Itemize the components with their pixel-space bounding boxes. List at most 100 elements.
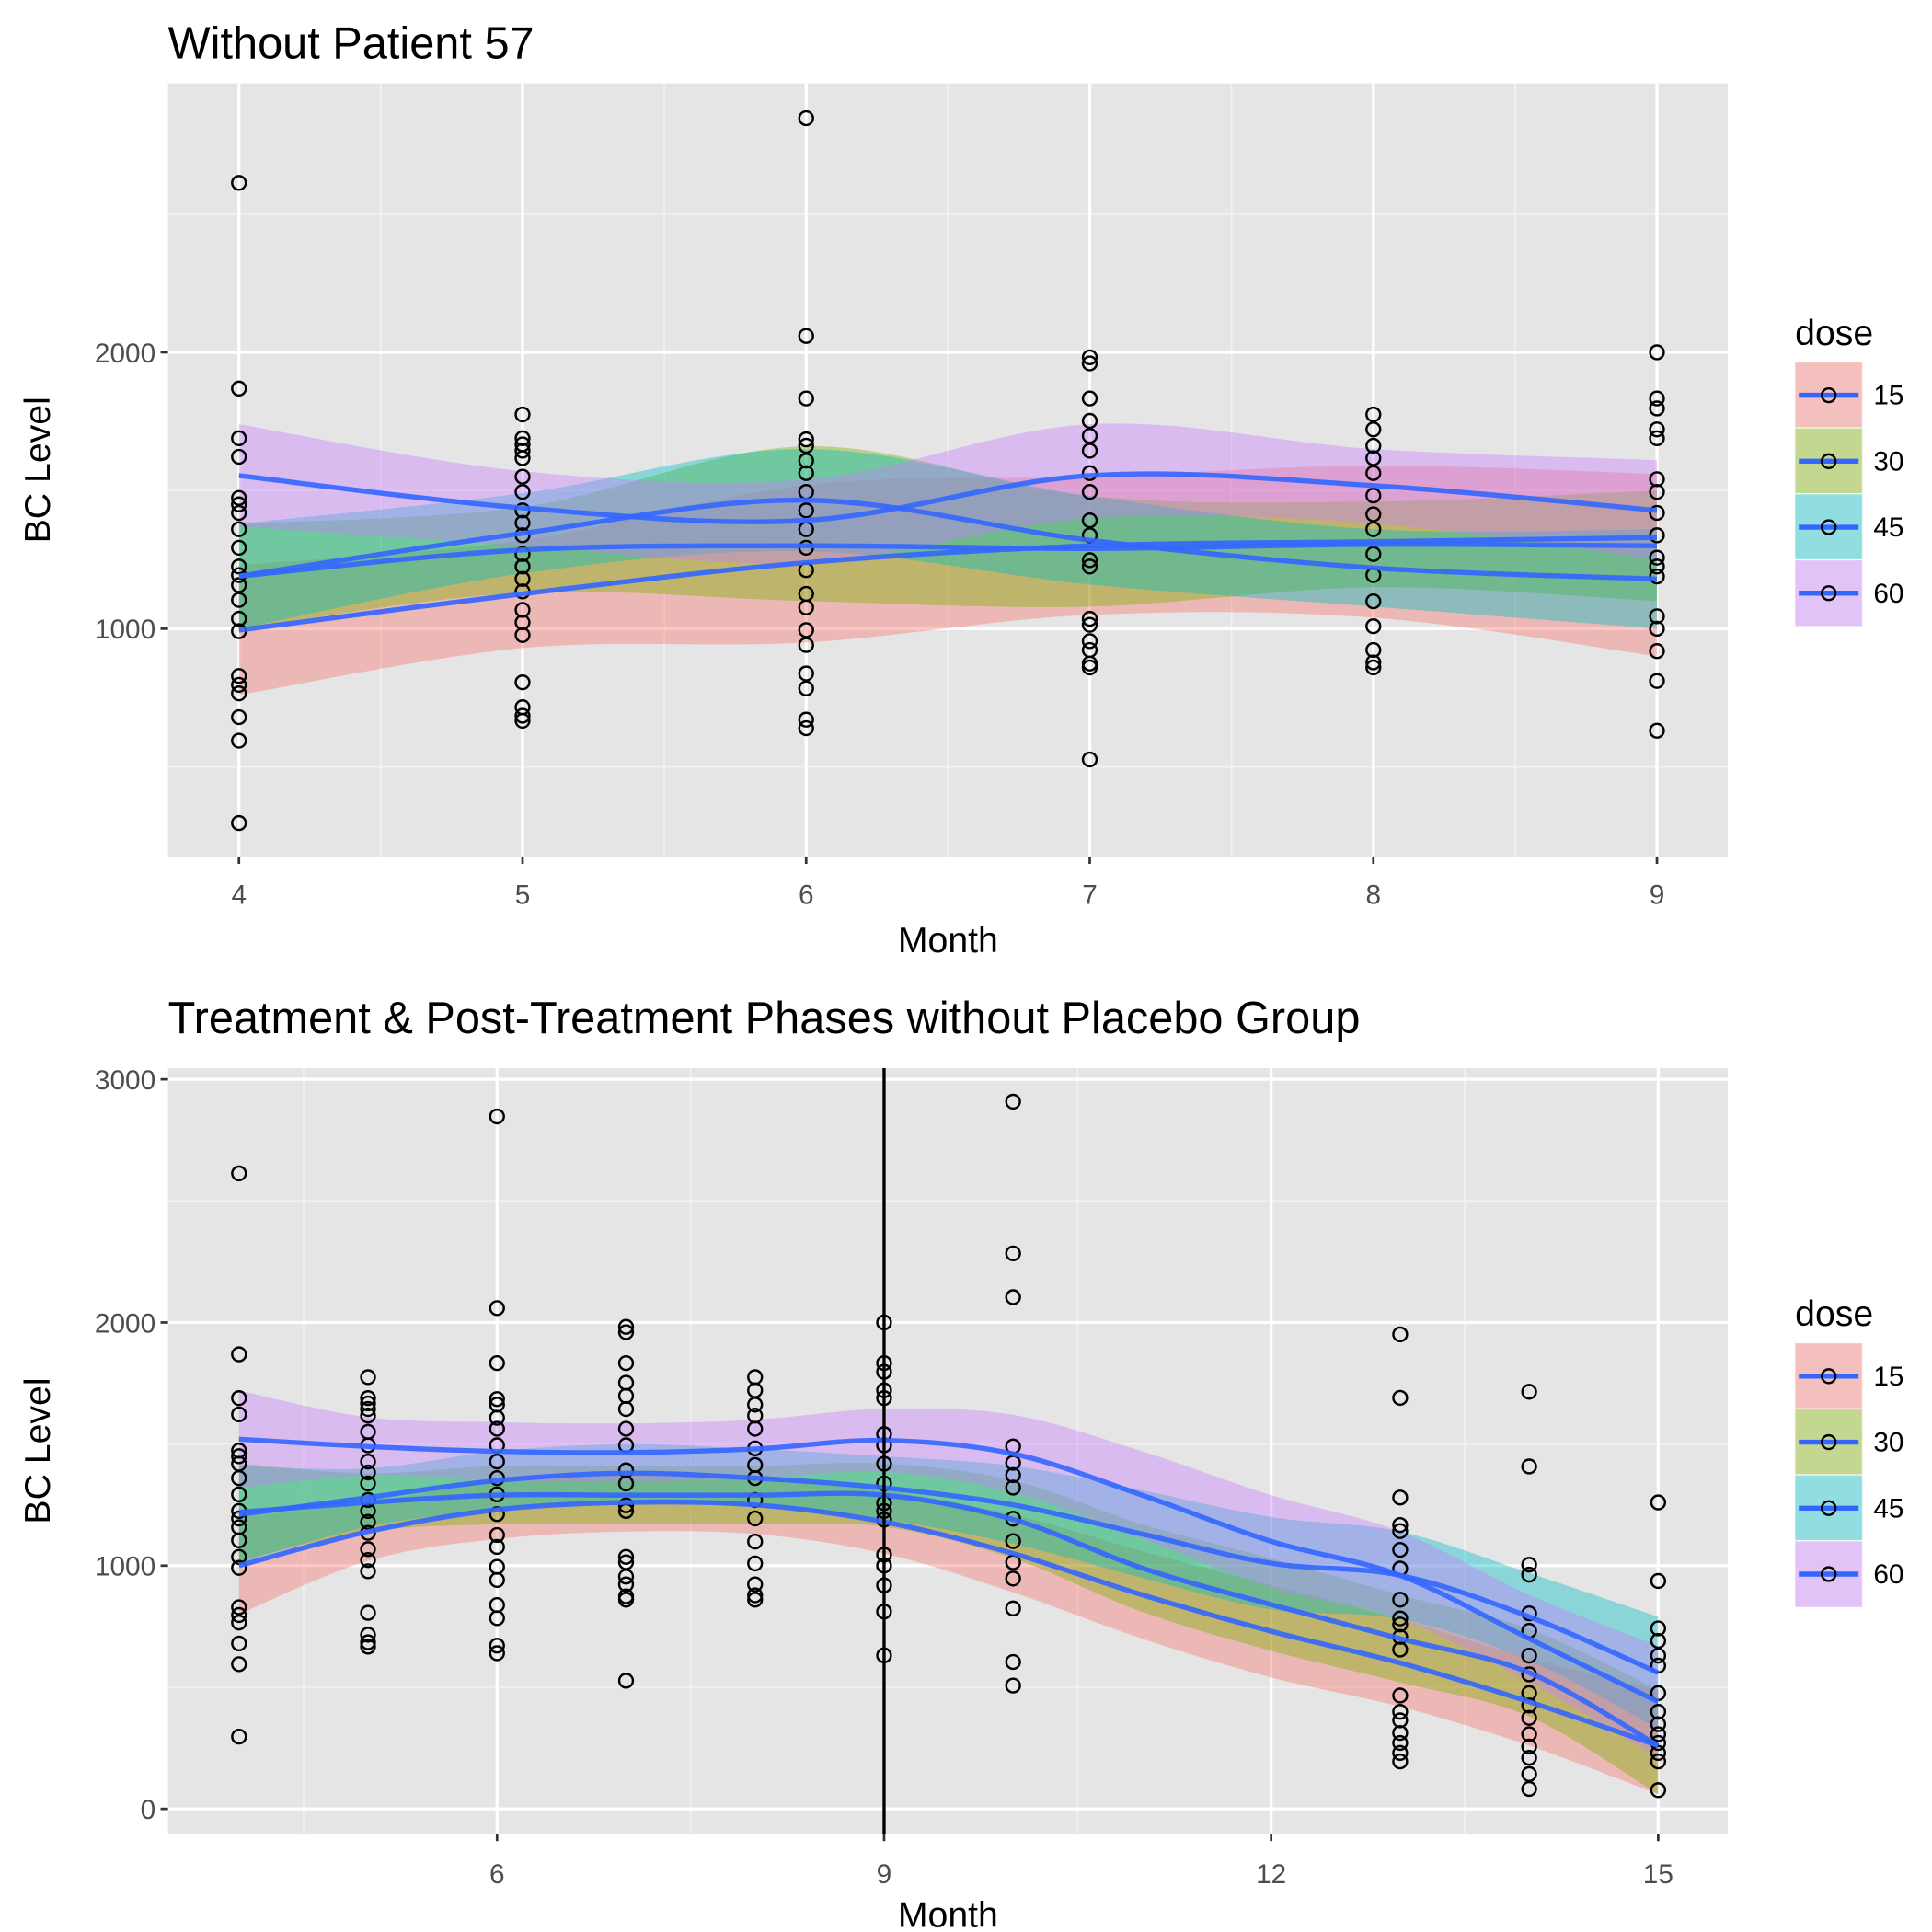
legend-title: dose [1795, 313, 1873, 353]
data-point [489, 1420, 505, 1437]
data-point [1392, 1641, 1409, 1658]
data-point [360, 1390, 376, 1407]
data-point [1392, 1753, 1409, 1770]
x-tick-label: 15 [1643, 1859, 1673, 1890]
data-point [747, 1510, 764, 1527]
x-tick-label: 4 [231, 880, 247, 910]
legend-label: 30 [1873, 446, 1903, 477]
data-point [514, 570, 531, 587]
data-point [798, 328, 814, 344]
data-point [1365, 406, 1382, 423]
data-point [489, 1409, 505, 1426]
data-point [231, 380, 247, 397]
data-point [617, 1592, 635, 1608]
confidence-ribbon [238, 466, 1658, 696]
confidence-ribbon [238, 1443, 1659, 1729]
data-point [1649, 558, 1665, 575]
data-point [1365, 450, 1382, 466]
data-point [489, 1300, 505, 1317]
data-point [1392, 1326, 1409, 1343]
data-point [514, 674, 531, 691]
data-point [231, 1635, 247, 1652]
data-point [489, 1391, 505, 1408]
data-point [231, 448, 247, 466]
data-point [1365, 654, 1382, 671]
legend-point [1821, 453, 1837, 469]
data-point [1392, 1389, 1409, 1407]
data-point [1650, 1716, 1667, 1732]
data-point [798, 437, 814, 454]
data-point [360, 1541, 376, 1558]
data-point [231, 175, 247, 191]
data-point [1392, 1687, 1409, 1704]
data-point [747, 1420, 764, 1437]
data-point [514, 450, 531, 466]
y-tick-label: 1000 [95, 1552, 155, 1582]
data-point [1650, 1620, 1667, 1637]
data-point [1005, 1093, 1021, 1110]
data-point [1392, 1704, 1409, 1720]
data-point [1005, 1570, 1021, 1587]
legend-label: 60 [1873, 1559, 1903, 1590]
data-point [514, 707, 531, 724]
legend-point [1821, 585, 1837, 602]
data-point [360, 1639, 376, 1655]
data-point [1650, 1753, 1667, 1770]
data-point [360, 1513, 376, 1530]
data-point [798, 431, 814, 448]
legend-label: 45 [1873, 1493, 1903, 1524]
data-point [231, 1448, 247, 1465]
data-point [1392, 1744, 1409, 1762]
data-point [1081, 751, 1098, 768]
data-point [514, 602, 531, 618]
legend-point [1821, 519, 1837, 535]
data-point [231, 430, 247, 447]
data-point [798, 637, 814, 653]
data-point [798, 465, 814, 481]
data-point [617, 1569, 635, 1585]
data-point [1521, 1709, 1537, 1726]
data-point [514, 558, 531, 575]
legend-point [1821, 1368, 1837, 1385]
data-point [1649, 643, 1665, 660]
data-point [1005, 1245, 1021, 1262]
data-point [617, 1576, 635, 1593]
smooth-line [238, 1470, 1660, 1675]
data-point [360, 1454, 376, 1470]
data-point [231, 814, 247, 832]
smooth-line [238, 535, 1658, 633]
data-point [514, 484, 531, 500]
data-point [1649, 504, 1665, 522]
data-point [489, 1638, 505, 1654]
data-point [1081, 390, 1098, 407]
y-axis-title: BC Level [17, 1377, 58, 1524]
data-point [231, 539, 247, 557]
data-point [1650, 1632, 1667, 1650]
data-point [1365, 421, 1382, 438]
data-point [1650, 1572, 1667, 1590]
data-point [231, 1656, 247, 1673]
data-point [617, 1318, 635, 1335]
smooth-line [238, 497, 1658, 582]
data-point [1650, 1647, 1667, 1664]
x-tick-label: 6 [489, 1859, 505, 1890]
data-point [1521, 1765, 1537, 1783]
data-point [489, 1454, 505, 1470]
data-point [360, 1369, 376, 1386]
data-point [1392, 1489, 1409, 1506]
data-point [514, 514, 531, 531]
data-point [747, 1592, 764, 1608]
data-point [617, 1497, 635, 1513]
data-point [231, 610, 247, 627]
data-point [798, 680, 814, 696]
data-point [1005, 1600, 1021, 1616]
x-tick-label: 5 [515, 880, 531, 910]
y-tick-label: 1000 [95, 615, 155, 645]
data-point [489, 1610, 505, 1627]
data-point [231, 1469, 247, 1487]
data-point [1365, 521, 1382, 537]
y-axis-title: BC Level [17, 397, 58, 543]
data-point [1081, 412, 1098, 430]
data-point [1081, 616, 1098, 633]
